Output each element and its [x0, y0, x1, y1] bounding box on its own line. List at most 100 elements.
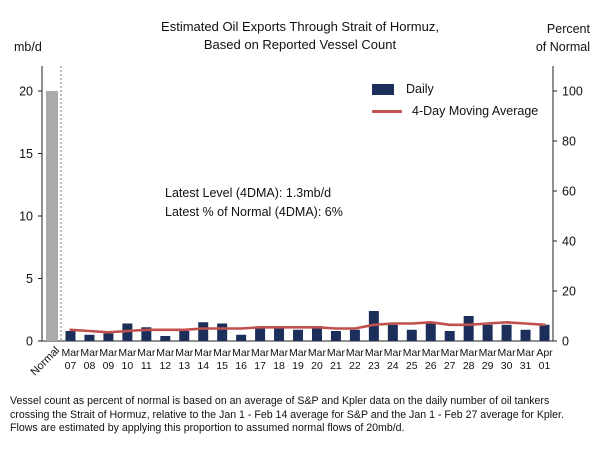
footnote: Vessel count as percent of normal is bas… — [10, 395, 564, 434]
legend-entry-moving-average: 4-Day Moving Average — [372, 100, 538, 122]
x-tick-label-month: Mar — [422, 347, 441, 359]
x-tick-label-day: 17 — [254, 360, 266, 372]
left-tick-label: 0 — [26, 335, 33, 349]
x-tick-label-month: Mar — [498, 347, 517, 359]
latest-annotation: Latest Level (4DMA): 1.3mb/d Latest % of… — [165, 184, 343, 222]
left-axis-unit: mb/d — [14, 40, 42, 54]
x-tick-label-month: Mar — [118, 347, 137, 359]
bar-daily — [387, 324, 398, 341]
bar-daily — [293, 329, 304, 341]
bar-daily — [255, 327, 266, 341]
chart-title-line-2: Based on Reported Vessel Count — [203, 37, 397, 52]
right-tick-label: 60 — [562, 185, 576, 199]
x-tick-label-month: Mar — [346, 347, 365, 359]
bar-daily — [520, 329, 531, 341]
x-tick-label-month: Mar — [213, 347, 232, 359]
x-tick-label-month: Mar — [137, 347, 156, 359]
x-tick-label-month: Mar — [479, 347, 498, 359]
bar-daily — [160, 336, 171, 341]
moving-average-line — [69, 320, 546, 334]
x-tick-label-month: Mar — [80, 347, 99, 359]
x-tick-label-month: Mar — [365, 347, 384, 359]
bar-daily — [349, 329, 360, 341]
x-tick-label-day: 23 — [368, 360, 380, 372]
x-tick-label-day: 08 — [84, 360, 96, 372]
right-tick-label: 0 — [562, 335, 569, 349]
x-tick-label-day: 26 — [425, 360, 437, 372]
left-tick-label: 10 — [19, 210, 33, 224]
x-tick-label-month: Mar — [289, 347, 308, 359]
x-tick-label-month: Mar — [194, 347, 213, 359]
x-tick-label-day: 16 — [235, 360, 247, 372]
right-tick-label: 100 — [562, 85, 583, 99]
bar-daily — [84, 334, 95, 341]
annotation-latest-percent: Latest % of Normal (4DMA): 6% — [165, 205, 343, 219]
x-tick-label-month: Mar — [251, 347, 270, 359]
x-tick-label-day: 27 — [444, 360, 456, 372]
legend: Daily 4-Day Moving Average — [372, 78, 538, 122]
x-tick-label-month: Mar — [403, 347, 422, 359]
bar-daily — [141, 327, 152, 341]
x-tick-label-month: Mar — [61, 347, 80, 359]
x-tick-label-month: Mar — [441, 347, 460, 359]
bar-daily — [501, 324, 512, 341]
x-tick-label-day: 29 — [482, 360, 494, 372]
bar-daily — [330, 331, 341, 341]
legend-label-daily: Daily — [406, 82, 434, 96]
bar-daily — [482, 324, 493, 341]
legend-swatch-moving-average — [372, 109, 402, 113]
x-tick-label-month: Apr — [536, 347, 553, 359]
bar-normal — [46, 91, 58, 341]
x-tick-label-day: 19 — [292, 360, 304, 372]
right-tick-label: 40 — [562, 235, 576, 249]
chart-title-line-1: Estimated Oil Exports Through Strait of … — [161, 19, 439, 34]
x-tick-label-day: 18 — [273, 360, 285, 372]
left-tick-label: 20 — [19, 85, 33, 99]
x-tick-label-day: 25 — [406, 360, 418, 372]
x-tick-label-day: 10 — [122, 360, 134, 372]
legend-entry-daily: Daily — [372, 78, 538, 100]
right-tick-label: 20 — [562, 285, 576, 299]
right-axis-unit: Percent of Normal — [510, 20, 590, 56]
x-tick-label-day: 11 — [141, 360, 152, 372]
bar-daily — [425, 323, 436, 341]
bar-daily — [179, 331, 190, 341]
x-tick-label-day: 31 — [520, 360, 532, 372]
bar-daily — [406, 329, 417, 341]
bar-daily — [311, 326, 322, 341]
left-tick-label: 15 — [19, 147, 33, 161]
bar-daily — [463, 316, 474, 341]
bar-daily — [217, 323, 228, 341]
x-tick-label-day: 07 — [65, 360, 77, 372]
x-tick-label-month: Mar — [270, 347, 289, 359]
x-tick-label-day: 20 — [311, 360, 323, 372]
right-axis-unit-line-2: of Normal — [535, 40, 590, 54]
x-tick-label-day: 09 — [103, 360, 115, 372]
x-tick-label-month: Mar — [156, 347, 175, 359]
x-tick-label-day: 24 — [387, 360, 399, 372]
x-tick-label-day: 13 — [178, 360, 190, 372]
x-tick-label-day: 30 — [501, 360, 513, 372]
x-tick-label-month: Mar — [327, 347, 346, 359]
bar-daily — [236, 334, 247, 341]
bar-daily — [444, 331, 455, 341]
bar-daily — [198, 322, 209, 341]
x-tick-label-day: 21 — [330, 360, 342, 372]
annotation-latest-level: Latest Level (4DMA): 1.3mb/d — [165, 186, 332, 200]
x-tick-label-month: Mar — [516, 347, 535, 359]
x-tick-label-month: Mar — [232, 347, 251, 359]
x-tick-label-month: Mar — [308, 347, 327, 359]
x-tick-label-day: 15 — [216, 360, 228, 372]
bar-daily — [103, 333, 114, 341]
bar-daily — [65, 331, 76, 341]
x-tick-label-day: 01 — [539, 360, 551, 372]
x-tick-label-month: Mar — [384, 347, 403, 359]
x-tick-label-month: Mar — [460, 347, 479, 359]
bar-daily — [539, 324, 550, 341]
right-y-axis: 0 20 40 60 80 100 — [552, 66, 583, 349]
x-tick-labels: Normal Mar07Mar08Mar09Mar10Mar11Mar12Mar1… — [29, 345, 554, 379]
normal-tick-label: Normal — [29, 345, 63, 379]
left-tick-label: 5 — [26, 272, 33, 286]
chart-title: Estimated Oil Exports Through Strait of … — [130, 18, 470, 54]
